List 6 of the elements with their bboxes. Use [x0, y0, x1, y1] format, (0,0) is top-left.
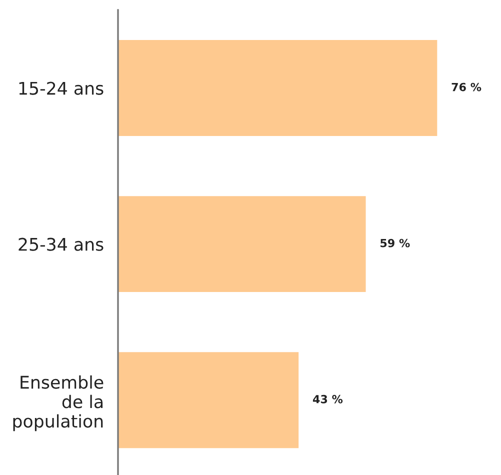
- y-tick-label: 25-34 ans: [18, 238, 104, 251]
- data-label: 59 %: [380, 238, 410, 248]
- y-tick-label: Ensemble de la population: [13, 375, 104, 432]
- data-label: 43 %: [312, 394, 343, 404]
- data-label: 76 %: [452, 82, 482, 92]
- y-tick-label: 15-24 ans: [19, 82, 104, 95]
